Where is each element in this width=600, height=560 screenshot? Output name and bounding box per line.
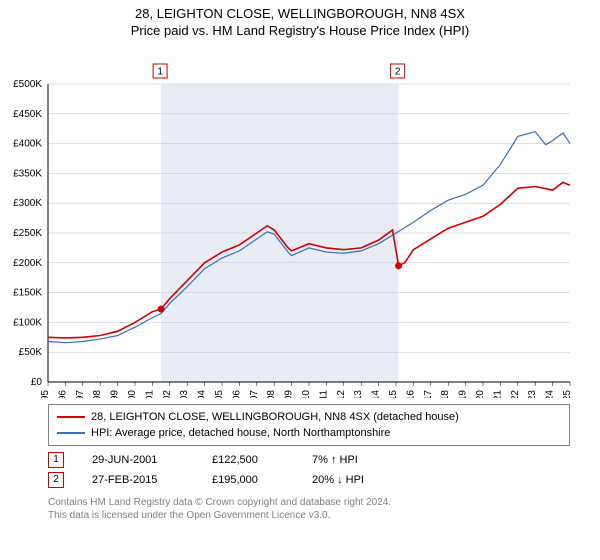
marker-badge: 1: [48, 452, 64, 468]
legend-swatch: [57, 416, 85, 418]
svg-text:2017: 2017: [423, 390, 434, 398]
svg-text:2022: 2022: [510, 390, 521, 398]
svg-text:2016: 2016: [405, 390, 416, 398]
svg-text:1999: 1999: [110, 390, 121, 398]
svg-text:£250K: £250K: [13, 228, 42, 239]
svg-text:2009: 2009: [284, 390, 295, 398]
svg-text:1998: 1998: [92, 390, 103, 398]
svg-text:1: 1: [157, 67, 163, 78]
svg-text:£400K: £400K: [13, 139, 42, 150]
svg-text:2006: 2006: [231, 390, 242, 398]
svg-text:2: 2: [395, 67, 401, 78]
footer-line: Contains HM Land Registry data © Crown c…: [48, 496, 570, 509]
svg-text:2003: 2003: [179, 390, 190, 398]
svg-text:£450K: £450K: [13, 109, 42, 120]
svg-text:£300K: £300K: [13, 198, 42, 209]
svg-text:2019: 2019: [458, 390, 469, 398]
legend-row: HPI: Average price, detached house, Nort…: [57, 425, 561, 441]
svg-text:2025: 2025: [562, 390, 573, 398]
svg-text:1997: 1997: [75, 390, 86, 398]
tx-delta: 7% ↑ HPI: [312, 450, 358, 470]
svg-text:2018: 2018: [440, 390, 451, 398]
svg-text:2015: 2015: [388, 390, 399, 398]
legend: 28, LEIGHTON CLOSE, WELLINGBOROUGH, NN8 …: [48, 404, 570, 446]
svg-text:2023: 2023: [527, 390, 538, 398]
svg-text:2021: 2021: [492, 390, 503, 398]
svg-text:2011: 2011: [318, 390, 329, 398]
svg-text:£500K: £500K: [13, 79, 42, 90]
svg-text:£150K: £150K: [13, 288, 42, 299]
svg-text:2008: 2008: [266, 390, 277, 398]
svg-text:2024: 2024: [545, 390, 556, 398]
tx-date: 27-FEB-2015: [92, 470, 184, 490]
svg-text:2005: 2005: [214, 390, 225, 398]
svg-text:2004: 2004: [197, 390, 208, 398]
tx-delta: 20% ↓ HPI: [312, 470, 364, 490]
svg-text:1995: 1995: [40, 390, 51, 398]
svg-text:1996: 1996: [57, 390, 68, 398]
table-row: 1 29-JUN-2001 £122,500 7% ↑ HPI: [48, 450, 570, 470]
chart-title: 28, LEIGHTON CLOSE, WELLINGBOROUGH, NN8 …: [0, 6, 600, 21]
svg-text:2014: 2014: [371, 390, 382, 398]
chart-subtitle: Price paid vs. HM Land Registry's House …: [0, 23, 600, 38]
svg-text:2020: 2020: [475, 390, 486, 398]
legend-row: 28, LEIGHTON CLOSE, WELLINGBOROUGH, NN8 …: [57, 409, 561, 425]
footer-line: This data is licensed under the Open Gov…: [48, 509, 570, 522]
svg-text:2000: 2000: [127, 390, 138, 398]
transaction-table: 1 29-JUN-2001 £122,500 7% ↑ HPI 2 27-FEB…: [48, 450, 570, 490]
tx-price: £122,500: [212, 450, 284, 470]
legend-label: HPI: Average price, detached house, Nort…: [91, 425, 390, 441]
svg-text:2012: 2012: [336, 390, 347, 398]
line-chart: £0 £50K £100K £150K £200K £250K £300K £350K £400…: [0, 38, 600, 398]
legend-swatch: [57, 432, 85, 434]
svg-text:2001: 2001: [144, 390, 155, 398]
svg-text:£200K: £200K: [13, 258, 42, 269]
tx-date: 29-JUN-2001: [92, 450, 184, 470]
svg-text:£100K: £100K: [13, 317, 42, 328]
svg-text:2013: 2013: [353, 390, 364, 398]
svg-text:£0: £0: [31, 377, 43, 388]
svg-text:£50K: £50K: [19, 347, 43, 358]
footer: Contains HM Land Registry data © Crown c…: [48, 496, 570, 522]
tx-price: £195,000: [212, 470, 284, 490]
svg-text:£350K: £350K: [13, 168, 42, 179]
marker-badge: 2: [48, 472, 64, 488]
table-row: 2 27-FEB-2015 £195,000 20% ↓ HPI: [48, 470, 570, 490]
svg-text:2002: 2002: [162, 390, 173, 398]
svg-text:2010: 2010: [301, 390, 312, 398]
svg-text:2007: 2007: [249, 390, 260, 398]
legend-label: 28, LEIGHTON CLOSE, WELLINGBOROUGH, NN8 …: [91, 409, 459, 425]
